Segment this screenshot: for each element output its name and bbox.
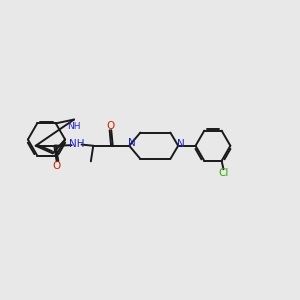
- Text: NH: NH: [69, 139, 85, 149]
- Text: N: N: [128, 138, 136, 148]
- Text: O: O: [106, 121, 115, 131]
- Text: NH: NH: [67, 122, 80, 130]
- Text: O: O: [52, 161, 61, 171]
- Text: Cl: Cl: [219, 168, 229, 178]
- Text: N: N: [177, 139, 185, 149]
